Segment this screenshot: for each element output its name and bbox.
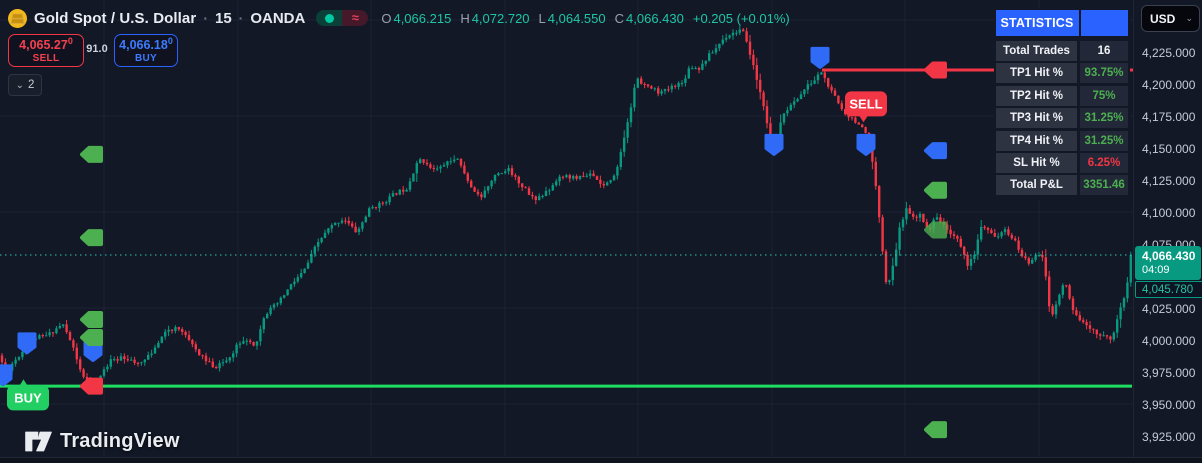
collapse-trades-button[interactable]: ⌄ 2: [8, 74, 42, 96]
tradingview-watermark: TradingView: [25, 430, 180, 453]
price-axis-label: 3,975.000: [1142, 365, 1196, 380]
buy-button[interactable]: 4,066.180 BUY: [114, 34, 178, 67]
stat-row-label: TP1 Hit %: [996, 63, 1077, 84]
stat-row-value: 16: [1080, 41, 1128, 61]
price-axis-label: 3,925.000: [1142, 429, 1196, 444]
symbol-header: Gold Spot / U.S. Dollar · 15 · OANDA ≈ O…: [8, 6, 790, 30]
last-price-value: 4,066.430: [1142, 249, 1196, 263]
candles: [0, 25, 1133, 393]
entry-tag: [924, 142, 947, 160]
currency-value: USD: [1150, 11, 1176, 26]
approx-icon: ≈: [351, 10, 359, 25]
sl-tag: [80, 377, 103, 395]
svg-text:SELL: SELL: [849, 96, 882, 111]
price-axis-label: 4,100.000: [1142, 205, 1196, 220]
stat-row-value: 31.25%: [1080, 130, 1128, 151]
tp-hit-tag: [80, 229, 103, 247]
status-dot-icon: [324, 13, 334, 23]
tp-hit-tag: [924, 221, 947, 239]
sell-price: 4,065.270: [19, 36, 73, 53]
sell-button[interactable]: 4,065.270 SELL: [8, 34, 84, 67]
chart-grid: [0, 0, 1133, 456]
sell-signal-label: SELL: [845, 91, 887, 123]
statistics-panel: STATISTICS Total Trades 16 TP1 Hit % 93.75%…: [994, 8, 1130, 200]
stat-row-label: TP2 Hit %: [996, 85, 1077, 106]
price-axis-label: 4,200.000: [1142, 77, 1196, 92]
tp-hit-tag: [80, 328, 103, 346]
signal-pin: [856, 133, 876, 156]
stat-row-value: 6.25%: [1080, 153, 1128, 173]
price-axis-label: 4,225.000: [1142, 45, 1196, 60]
buy-price: 4,066.180: [119, 36, 173, 53]
chevron-down-icon: ⌄: [15, 79, 24, 91]
stat-row-label: TP3 Hit %: [996, 108, 1077, 129]
last-price-badge: 4,066.430 04:09: [1135, 246, 1201, 280]
exchange-name: OANDA: [250, 9, 306, 27]
market-status-pill[interactable]: [316, 10, 343, 26]
ohlc-pair: C 4,066.430: [614, 10, 684, 26]
time-axis-strip[interactable]: [0, 457, 1202, 463]
price-axis-label: 3,950.000: [1142, 397, 1196, 412]
separator-dot: ·: [238, 10, 244, 26]
statistics-title: STATISTICS: [1000, 16, 1074, 30]
stat-row-value: 93.75%: [1080, 63, 1128, 84]
separator-dot: ·: [203, 10, 208, 26]
stat-row-label: SL Hit %: [996, 153, 1077, 173]
stat-row-label: TP4 Hit %: [996, 130, 1077, 151]
stat-row-value: 31.25%: [1080, 108, 1128, 129]
signal-pin: [764, 133, 784, 156]
tp-hit-tag: [80, 311, 103, 329]
stat-row-label: Total Trades: [996, 41, 1077, 61]
price-change: +0.205 (+0.01%): [692, 10, 790, 26]
sell-button-label: SELL: [32, 53, 60, 65]
ohlc-pair: H 4,072.720: [460, 10, 530, 26]
tp-hit-tag: [924, 421, 947, 439]
currency-selector[interactable]: USD ⌄: [1141, 5, 1200, 32]
tp-hit-tag: [924, 181, 947, 199]
price-axis-label: 4,000.000: [1142, 333, 1196, 348]
tradingview-logo-icon: [25, 431, 52, 452]
gold-symbol-icon: [8, 8, 27, 28]
price-axis-label: 4,150.000: [1142, 141, 1196, 156]
signal-pin: [810, 46, 830, 69]
approx-status-pill[interactable]: ≈: [342, 10, 369, 26]
line-price-badge: 4,045.780: [1135, 281, 1202, 298]
symbol-name[interactable]: Gold Spot / U.S. Dollar: [34, 9, 197, 27]
ohlc-pair: O 4,066.215: [381, 10, 452, 26]
sl-tag: [924, 61, 947, 79]
tp-hit-tag: [80, 145, 103, 163]
stat-row-value: 3351.46: [1080, 175, 1128, 196]
price-axis-label: 4,025.000: [1142, 301, 1196, 316]
buy-signal-label: BUY: [7, 379, 49, 411]
statistics-header: STATISTICS: [996, 10, 1128, 36]
price-axis-label: 4,175.000: [1142, 109, 1196, 124]
collapse-count: 2: [27, 79, 35, 91]
price-axis-label: 4,125.000: [1142, 173, 1196, 188]
stat-row-label: Total P&L: [996, 175, 1077, 196]
signal-pin: [17, 332, 37, 355]
svg-text:BUY: BUY: [14, 390, 42, 405]
spread-value: 91.0: [86, 43, 108, 55]
ohlc-pair: L 4,064.550: [538, 10, 606, 26]
stat-row-value: 75%: [1080, 85, 1128, 106]
watermark-text: TradingView: [60, 430, 180, 452]
bar-countdown: 04:09: [1142, 264, 1170, 277]
interval-value[interactable]: 15: [214, 9, 232, 27]
indicator-status-pills: ≈: [316, 10, 369, 26]
chevron-down-icon: ⌄: [1185, 13, 1193, 23]
signal-pin: [0, 364, 13, 387]
ohlc-readout: O 4,066.215 H 4,072.720 L 4,064.550 C 4,066.430…: [381, 11, 789, 26]
buy-button-label: BUY: [134, 53, 157, 65]
price-axis[interactable]: USD ⌄ 4,225.000 4,200.000 4,175.000 4,150.0…: [1133, 0, 1202, 463]
